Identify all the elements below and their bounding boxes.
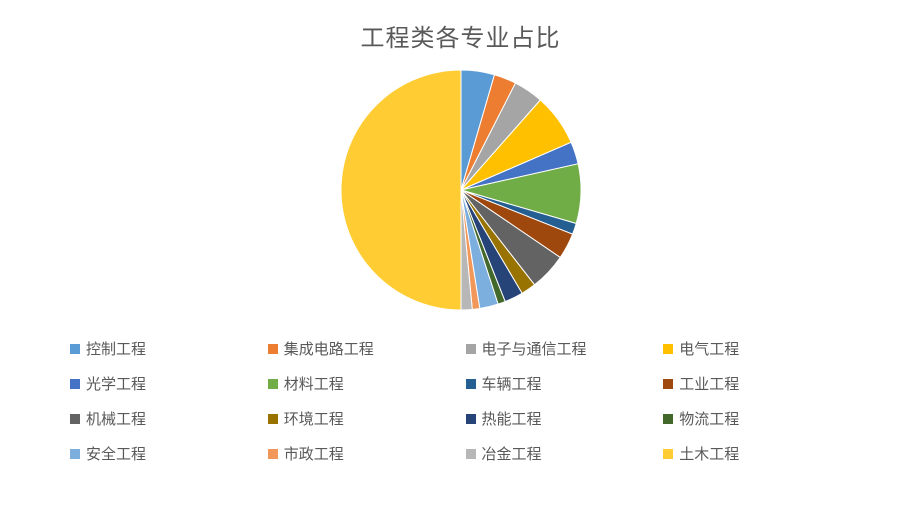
legend-swatch <box>466 344 476 354</box>
legend-label: 光学工程 <box>86 373 146 394</box>
legend-item: 环境工程 <box>268 408 456 429</box>
pie-slice <box>341 70 461 310</box>
legend-swatch <box>70 414 80 424</box>
legend-label: 土木工程 <box>679 443 739 464</box>
legend-swatch <box>70 449 80 459</box>
legend-label: 安全工程 <box>86 443 146 464</box>
legend-item: 冶金工程 <box>466 443 654 464</box>
legend-item: 光学工程 <box>70 373 258 394</box>
legend-item: 安全工程 <box>70 443 258 464</box>
legend-swatch <box>663 414 673 424</box>
legend-item: 物流工程 <box>663 408 851 429</box>
legend-item: 电子与通信工程 <box>466 338 654 359</box>
legend-label: 电气工程 <box>679 338 739 359</box>
legend-item: 机械工程 <box>70 408 258 429</box>
legend-item: 热能工程 <box>466 408 654 429</box>
legend-swatch <box>466 414 476 424</box>
legend-swatch <box>268 414 278 424</box>
legend-label: 集成电路工程 <box>284 338 374 359</box>
legend-label: 电子与通信工程 <box>482 338 587 359</box>
legend-label: 物流工程 <box>679 408 739 429</box>
pie-area <box>0 70 921 315</box>
legend-item: 工业工程 <box>663 373 851 394</box>
legend-swatch <box>268 344 278 354</box>
legend-label: 工业工程 <box>679 373 739 394</box>
legend-item: 车辆工程 <box>466 373 654 394</box>
legend-swatch <box>268 379 278 389</box>
legend-label: 材料工程 <box>284 373 344 394</box>
pie-chart <box>341 70 581 310</box>
legend-swatch <box>663 344 673 354</box>
legend-swatch <box>663 379 673 389</box>
legend-label: 冶金工程 <box>482 443 542 464</box>
legend-label: 车辆工程 <box>482 373 542 394</box>
legend-swatch <box>70 379 80 389</box>
chart-title: 工程类各专业占比 <box>0 18 921 53</box>
legend-label: 热能工程 <box>482 408 542 429</box>
legend-item: 材料工程 <box>268 373 456 394</box>
legend-label: 环境工程 <box>284 408 344 429</box>
legend-item: 市政工程 <box>268 443 456 464</box>
legend-item: 控制工程 <box>70 338 258 359</box>
legend-label: 市政工程 <box>284 443 344 464</box>
legend-label: 控制工程 <box>86 338 146 359</box>
legend: 控制工程 集成电路工程 电子与通信工程 电气工程光学工程 材料工程 车辆工程 工业工程机械工… <box>70 338 851 464</box>
legend-swatch <box>466 379 476 389</box>
legend-item: 集成电路工程 <box>268 338 456 359</box>
legend-swatch <box>663 449 673 459</box>
chart-container: { "chart": { "type": "pie", "title": "工程… <box>0 0 921 518</box>
legend-swatch <box>70 344 80 354</box>
legend-item: 土木工程 <box>663 443 851 464</box>
legend-item: 电气工程 <box>663 338 851 359</box>
legend-swatch <box>466 449 476 459</box>
legend-label: 机械工程 <box>86 408 146 429</box>
legend-swatch <box>268 449 278 459</box>
